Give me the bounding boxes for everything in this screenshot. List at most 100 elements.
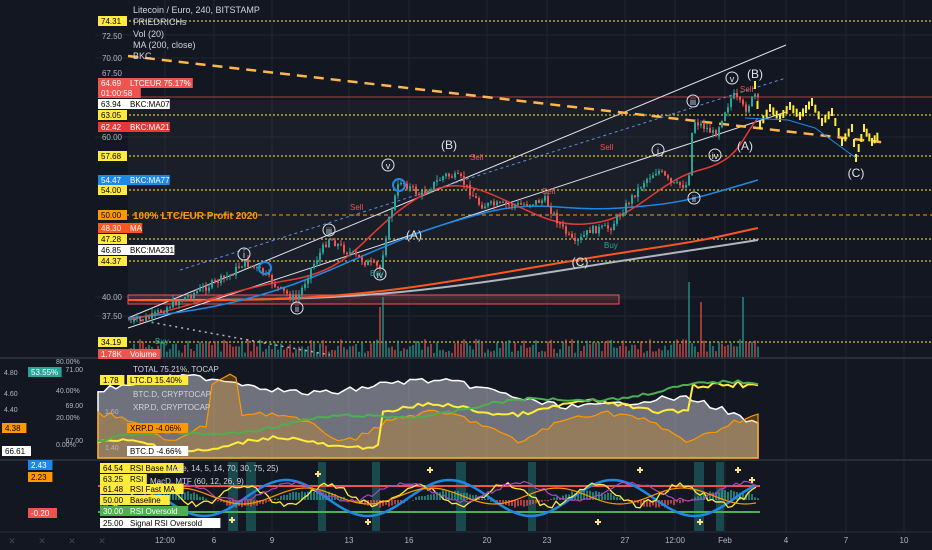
candle-body (448, 173, 450, 177)
price-tag-text: 50.00 (101, 211, 122, 220)
volume-bar (256, 346, 258, 357)
volume-bar (313, 343, 315, 357)
volume-bar (658, 348, 660, 357)
volume-bar (484, 352, 486, 357)
price-tag-text: 63.94 (101, 100, 122, 109)
dominance-axis-label: 4.60 (4, 391, 18, 398)
candle-body (697, 122, 699, 126)
candle-body (589, 230, 591, 233)
projection-candle (772, 107, 775, 116)
volume-bar (595, 342, 597, 357)
price-axis[interactable]: 72.50 70.00 60.00 40.00 37.50 67.50 (102, 32, 123, 321)
candle-body (493, 201, 495, 206)
volume-bar (439, 350, 441, 357)
volume-bar (640, 341, 642, 357)
rsi-legend-text: close, 14, 5, 14, 70, 30, 75, 25) (168, 464, 279, 473)
candle-body (316, 260, 318, 264)
candle-body (751, 96, 753, 107)
candle-body (532, 204, 534, 206)
projection-candle (853, 139, 855, 147)
price-tag-text: 48.30 (101, 224, 122, 233)
price-tag: 57.68 (98, 151, 127, 161)
signal-buy: Buy (370, 269, 384, 278)
macd-histogram-bar (466, 492, 468, 500)
projection-candle (779, 114, 781, 122)
macd-histogram-bar (751, 494, 753, 500)
signal-sell: Sell (600, 143, 614, 152)
candle-body (475, 196, 477, 199)
candle-body (415, 186, 417, 194)
candle-body (307, 278, 309, 284)
candle-body (364, 262, 366, 266)
rsi-tag-text: RSI Oversold (130, 507, 178, 516)
dominance-tag: LTC.D 15.40% (127, 375, 189, 385)
volume-bar (508, 340, 510, 357)
volume-bar (460, 343, 462, 357)
candle-body (604, 225, 606, 227)
rsi-tag: RSI Base MA (127, 463, 184, 473)
candle-body (481, 204, 483, 209)
volume-bar (757, 346, 759, 357)
candle-body (568, 233, 570, 235)
rsi-tag-text: 50.00 (103, 496, 124, 505)
macd-histogram-bar (457, 491, 459, 500)
dominance-tag-text: LTC.D 15.40% (130, 376, 182, 385)
projection-candle (759, 121, 761, 129)
projection-candle (851, 124, 853, 132)
time-axis[interactable]: 12:00 6 9 13 16 20 23 27 12:00 Feb 4 7 1… (155, 536, 909, 545)
macd-histogram-bar (571, 491, 573, 500)
projection-candle (834, 118, 837, 126)
price-tag-text: 34.19 (101, 338, 122, 347)
candle-body (622, 213, 624, 217)
candle-body (334, 240, 336, 247)
time-label: 12:00 (155, 536, 176, 545)
volume-bar (481, 341, 483, 357)
volume-bar (223, 340, 225, 357)
macd-histogram-bar (433, 493, 435, 500)
total-cap-line (97, 379, 759, 443)
macd-histogram-bar (550, 498, 552, 500)
candle-body (181, 300, 183, 302)
wave-label-B-1: (B) (441, 138, 457, 152)
macd-histogram-bar (232, 500, 234, 505)
candle-body (373, 261, 375, 263)
macd-histogram-bar (514, 500, 516, 508)
macd-histogram-bar (271, 499, 273, 500)
volume-bar (631, 344, 633, 357)
volume-bar (532, 344, 534, 357)
volume-bar (268, 345, 270, 357)
volume-bar (445, 352, 447, 357)
volume-bar (436, 342, 438, 357)
macd-histogram-bar (304, 492, 306, 500)
time-label: 27 (621, 536, 630, 545)
macd-histogram-bar (256, 500, 258, 506)
volume-bar (604, 341, 606, 357)
macd-histogram-bar (181, 492, 183, 500)
candle-body (238, 266, 240, 268)
volume-bar (748, 342, 750, 357)
macd-histogram-bar (472, 495, 474, 500)
close-icon: ✕ (38, 537, 46, 547)
rsi-tag-text: 64.54 (103, 464, 124, 473)
wave-label-iv-2: iv (712, 151, 719, 161)
macd-histogram-bar (541, 500, 543, 502)
candle-body (715, 130, 717, 137)
macd-histogram-bar (292, 491, 294, 500)
bottom-toolbar[interactable]: ✕ ✕ ✕ ✕ (8, 537, 106, 547)
dominance-axis-label: 4.40 (4, 407, 18, 414)
wave-label-C-2: (C) (848, 166, 865, 180)
dominance-tag: 53.55% (28, 367, 62, 377)
candle-body (631, 195, 633, 204)
price-tag: 01:00:58 (98, 88, 141, 98)
chart-legend[interactable]: Litecoin / Euro, 240, BITSTAMP FRIEDRICH… (133, 5, 260, 61)
macd-histogram-bar (562, 495, 564, 500)
projection-candle (802, 108, 804, 117)
price-tag: 47.28 (98, 234, 127, 244)
time-label: 6 (212, 536, 217, 545)
wave-label-v-2: v (730, 74, 735, 84)
macd-histogram-bar (697, 496, 699, 500)
candle-body (151, 313, 153, 319)
candle-body (394, 195, 396, 210)
candle-body (187, 295, 189, 298)
time-label: 16 (405, 536, 414, 545)
